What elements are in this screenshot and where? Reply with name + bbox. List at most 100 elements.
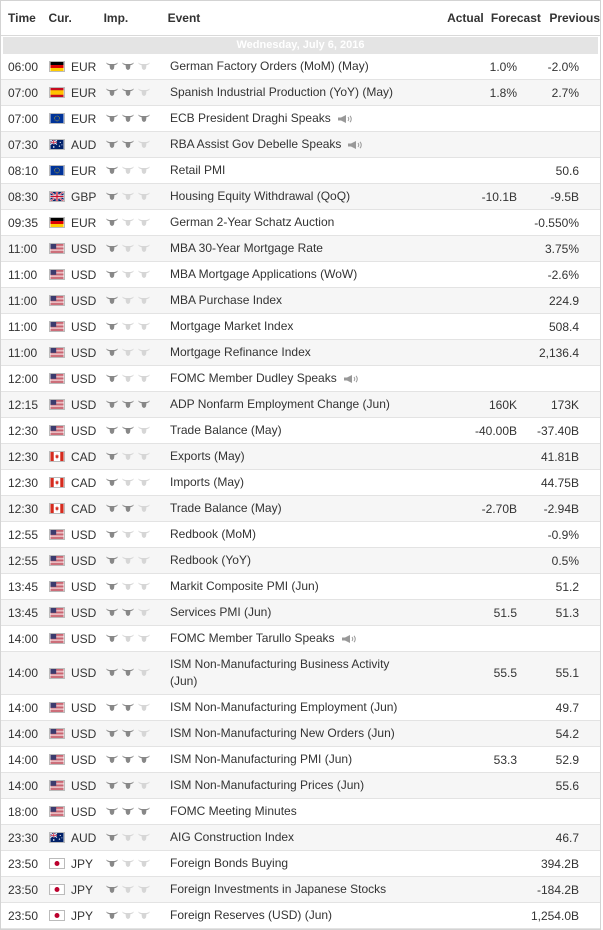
event-name[interactable]: Trade Balance (May) <box>170 501 282 515</box>
event-name[interactable]: ECB President Draghi Speaks <box>170 111 331 125</box>
table-row[interactable]: 12:55 USD Redbook (YoY) 0.5% <box>1 548 600 574</box>
table-row[interactable]: 07:00 EUR Spanish Industrial Production (Y… <box>1 80 600 106</box>
table-row[interactable]: 11:00 USD MBA Purchase Index 224.9 <box>1 288 600 314</box>
table-row[interactable]: 12:30 CAD Trade Balance (May) -2.70B -2.94B <box>1 496 600 522</box>
event-name[interactable]: ISM Non-Manufacturing Prices (Jun) <box>170 778 365 792</box>
table-row[interactable]: 14:00 USD ISM Non-Manufacturing Employment… <box>1 695 600 721</box>
event-cell: MBA Mortgage Applications (WoW) <box>169 266 419 283</box>
event-name[interactable]: Redbook (MoM) <box>170 527 257 541</box>
event-cell: MBA 30-Year Mortgage Rate <box>169 240 419 257</box>
event-currency: USD <box>71 700 97 715</box>
event-name[interactable]: Foreign Reserves (USD) (Jun) <box>170 908 333 922</box>
table-row[interactable]: 23:50 JPY Foreign Reserves (USD) (Jun) 1,25… <box>1 903 600 929</box>
header-currency[interactable]: Cur. <box>48 11 72 25</box>
event-name[interactable]: ISM Non-Manufacturing Business Activity … <box>170 657 390 688</box>
event-cell: Markit Composite PMI (Jun) <box>169 578 419 595</box>
table-row[interactable]: 12:00 USD FOMC Member Dudley Speaks <box>1 366 600 392</box>
header-importance[interactable]: Imp. <box>103 11 129 25</box>
event-name[interactable]: MBA Purchase Index <box>170 293 283 307</box>
event-forecast: 1.0% <box>489 59 517 74</box>
flag-canada-icon <box>49 503 65 514</box>
header-actual[interactable]: Actual <box>447 11 484 25</box>
table-row[interactable]: 14:00 USD ISM Non-Manufacturing PMI (Jun) 5… <box>1 747 600 773</box>
table-row[interactable]: 23:30 AUD AIG Construction Index 46.7 <box>1 825 600 851</box>
table-row[interactable]: 07:30 AUD RBA Assist Gov Debelle Speaks <box>1 132 600 158</box>
table-row[interactable]: 09:35 EUR German 2-Year Schatz Auction -0.5… <box>1 210 600 236</box>
event-previous: 55.1 <box>555 666 579 680</box>
event-cell: Exports (May) <box>169 448 419 465</box>
event-name[interactable]: ISM Non-Manufacturing Employment (Jun) <box>170 700 398 714</box>
table-row[interactable]: 11:00 USD Mortgage Refinance Index 2,136.4 <box>1 340 600 366</box>
event-name[interactable]: AIG Construction Index <box>170 830 295 844</box>
table-row[interactable]: 23:50 JPY Foreign Bonds Buying 394.2B <box>1 851 600 877</box>
bull-icon <box>106 114 118 122</box>
table-row[interactable]: 08:10 EUR Retail PMI 50.6 <box>1 158 600 184</box>
event-forecast: 51.5 <box>493 605 517 620</box>
event-time: 12:30 <box>8 475 39 490</box>
event-name[interactable]: Housing Equity Withdrawal (QoQ) <box>170 189 351 203</box>
table-row[interactable]: 12:55 USD Redbook (MoM) -0.9% <box>1 522 600 548</box>
table-row[interactable]: 11:00 USD MBA Mortgage Applications (WoW) -… <box>1 262 600 288</box>
event-name[interactable]: Foreign Bonds Buying <box>170 856 289 870</box>
table-row[interactable]: 11:00 USD Mortgage Market Index 508.4 <box>1 314 600 340</box>
event-currency-cell: USD <box>45 398 105 412</box>
event-cell: Foreign Investments in Japanese Stocks <box>169 881 419 898</box>
table-row[interactable]: 14:00 USD ISM Non-Manufacturing Business A… <box>1 652 600 695</box>
event-name[interactable]: Redbook (YoY) <box>170 553 251 567</box>
event-name[interactable]: FOMC Meeting Minutes <box>170 804 297 818</box>
event-name[interactable]: German 2-Year Schatz Auction <box>170 215 335 229</box>
table-row[interactable]: 14:00 USD ISM Non-Manufacturing New Orders… <box>1 721 600 747</box>
event-name[interactable]: ISM Non-Manufacturing PMI (Jun) <box>170 752 353 766</box>
table-row[interactable]: 14:00 USD FOMC Member Tarullo Speaks <box>1 626 600 652</box>
table-row[interactable]: 13:45 USD Services PMI (Jun) 51.5 51.3 <box>1 600 600 626</box>
header-previous[interactable]: Previous <box>549 11 601 25</box>
event-cell: Services PMI (Jun) <box>169 604 419 621</box>
flag-japan-icon <box>49 884 65 895</box>
event-currency-cell: AUD <box>45 138 105 152</box>
event-name[interactable]: RBA Assist Gov Debelle Speaks <box>170 137 342 151</box>
table-row[interactable]: 18:00 USD FOMC Meeting Minutes <box>1 799 600 825</box>
table-row[interactable]: 08:30 GBP Housing Equity Withdrawal (QoQ) -… <box>1 184 600 210</box>
header-time[interactable]: Time <box>8 11 36 25</box>
table-row[interactable]: 12:15 USD ADP Nonfarm Employment Change (J… <box>1 392 600 418</box>
event-name[interactable]: Exports (May) <box>170 449 245 463</box>
event-name[interactable]: Retail PMI <box>170 163 226 177</box>
table-row[interactable]: 13:45 USD Markit Composite PMI (Jun) 51.2 <box>1 574 600 600</box>
event-currency-cell: USD <box>45 424 105 438</box>
event-name[interactable]: Trade Balance (May) <box>170 423 282 437</box>
event-previous: 2.7% <box>551 85 579 100</box>
table-row[interactable]: 11:00 USD MBA 30-Year Mortgage Rate 3.75% <box>1 236 600 262</box>
table-row[interactable]: 14:00 USD ISM Non-Manufacturing Prices (Ju… <box>1 773 600 799</box>
event-name[interactable]: German Factory Orders (MoM) (May) <box>170 59 369 73</box>
event-name[interactable]: Mortgage Refinance Index <box>170 345 311 359</box>
header-event[interactable]: Event <box>167 10 201 25</box>
table-row[interactable]: 12:30 USD Trade Balance (May) -40.00B -37.40… <box>1 418 600 444</box>
event-name[interactable]: MBA 30-Year Mortgage Rate <box>170 241 323 255</box>
table-row[interactable]: 07:00 EUR ECB President Draghi Speaks <box>1 106 600 132</box>
importance-rating <box>105 754 169 766</box>
event-name[interactable]: ISM Non-Manufacturing New Orders (Jun) <box>170 726 395 740</box>
bull-icon <box>122 218 134 226</box>
table-row[interactable]: 12:30 CAD Imports (May) 44.75B <box>1 470 600 496</box>
event-name[interactable]: Services PMI (Jun) <box>170 605 272 619</box>
bull-icon <box>138 166 150 174</box>
event-name[interactable]: Mortgage Market Index <box>170 319 294 333</box>
event-name[interactable]: Imports (May) <box>170 475 245 489</box>
event-name[interactable]: FOMC Member Dudley Speaks <box>170 371 337 385</box>
table-row[interactable]: 06:00 EUR German Factory Orders (MoM) (May… <box>1 54 600 80</box>
event-name[interactable]: Foreign Investments in Japanese Stocks <box>170 882 387 896</box>
event-name[interactable]: Spanish Industrial Production (YoY) (May… <box>170 85 393 99</box>
event-name[interactable]: FOMC Member Tarullo Speaks <box>170 631 335 645</box>
event-previous: 49.7 <box>555 700 579 715</box>
event-name[interactable]: MBA Mortgage Applications (WoW) <box>170 267 358 281</box>
bull-icon <box>106 668 118 676</box>
importance-rating <box>105 139 169 151</box>
event-time: 11:00 <box>8 293 38 308</box>
importance-rating <box>105 806 169 818</box>
table-row[interactable]: 23:50 JPY Foreign Investments in Japanese … <box>1 877 600 903</box>
event-name[interactable]: ADP Nonfarm Employment Change (Jun) <box>170 397 390 411</box>
header-forecast[interactable]: Forecast <box>490 11 541 25</box>
event-name[interactable]: Markit Composite PMI (Jun) <box>170 579 319 593</box>
table-row[interactable]: 12:30 CAD Exports (May) 41.81B <box>1 444 600 470</box>
event-cell: Redbook (YoY) <box>169 552 419 569</box>
